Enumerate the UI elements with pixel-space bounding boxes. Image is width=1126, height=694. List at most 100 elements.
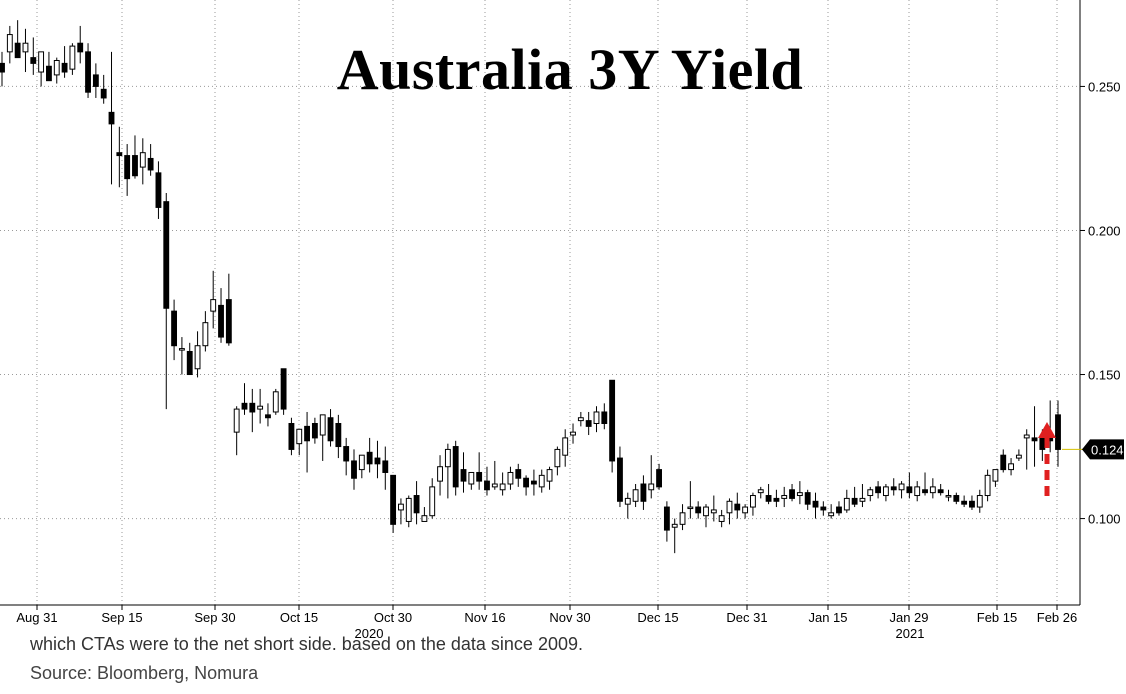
candle-body — [429, 486, 436, 517]
candle-body — [468, 471, 475, 485]
candle-body — [444, 448, 451, 468]
candle-body — [773, 497, 780, 502]
candle-body — [632, 489, 639, 502]
candle-body — [1015, 454, 1022, 459]
candle-body — [789, 489, 795, 499]
candle-body — [875, 486, 882, 494]
candle-body — [452, 446, 459, 488]
candle-body — [437, 466, 443, 482]
candle-body — [656, 469, 662, 488]
candle-body — [961, 500, 968, 505]
candle-body — [796, 492, 803, 497]
x-tick-label: Nov 16 — [464, 610, 505, 625]
candle-body — [46, 65, 52, 82]
candle-body — [992, 469, 999, 482]
candle-body — [914, 486, 921, 497]
candle-body — [742, 506, 749, 514]
candle-body — [178, 348, 185, 351]
y-tick-label: 0.100 — [1088, 512, 1121, 527]
red-up-arrow — [1038, 422, 1056, 496]
candle-body — [100, 88, 107, 99]
candle-body — [530, 480, 537, 485]
candle-body — [703, 506, 709, 517]
candle-body — [969, 500, 975, 508]
candle-body — [882, 486, 889, 497]
candle-body — [898, 483, 905, 491]
candle-body — [859, 497, 866, 502]
candle-body — [0, 62, 5, 73]
candle-body — [781, 495, 788, 499]
candle-body — [398, 503, 404, 511]
candle-body — [288, 423, 295, 450]
source-text: Source: Bloomberg, Nomura — [30, 663, 259, 683]
candle-body — [976, 495, 983, 508]
candle-body — [922, 489, 928, 494]
candle-body — [304, 425, 310, 442]
candle-body — [280, 368, 287, 410]
candle-body — [351, 460, 357, 479]
candle-body — [85, 51, 91, 93]
candle-body — [1000, 454, 1007, 471]
candle-body — [671, 523, 678, 528]
candle-body — [124, 155, 131, 180]
candle-body — [366, 451, 373, 465]
chart-title: Australia 3Y Yield — [336, 37, 804, 102]
candle-body — [546, 469, 553, 482]
candle-body — [750, 495, 756, 508]
candle-body — [22, 42, 29, 53]
candles — [0, 20, 1061, 554]
candle-body — [327, 417, 334, 442]
candle-body — [945, 495, 952, 498]
candle-body — [937, 489, 944, 494]
candle-body — [577, 417, 584, 422]
candle-body — [734, 503, 741, 511]
candle-body — [491, 483, 498, 488]
candle-body — [867, 489, 874, 497]
candle-body — [265, 414, 271, 419]
candle-body — [147, 157, 154, 171]
x-tick-label: Jan 15 — [808, 610, 847, 625]
candle-body — [155, 172, 162, 208]
candle-body — [726, 500, 733, 514]
x-tick-label: Jan 29 — [889, 610, 928, 625]
candle-body — [405, 497, 412, 522]
candle-body — [836, 506, 842, 514]
candle-body — [812, 500, 819, 508]
year-label: 2021 — [896, 626, 925, 641]
candle-body — [358, 454, 365, 471]
candle-body — [523, 477, 530, 488]
candle-body — [139, 152, 146, 168]
x-tick-label: Dec 15 — [637, 610, 678, 625]
candle-body — [695, 506, 702, 514]
candle-body — [820, 506, 827, 511]
candle-body — [1031, 437, 1038, 442]
candle-body — [108, 111, 115, 125]
candle-body — [757, 489, 764, 494]
candle-body — [171, 310, 178, 347]
candle-body — [843, 497, 850, 511]
candle-body — [343, 446, 350, 462]
candle-body — [233, 408, 240, 433]
candle-body — [319, 414, 326, 436]
candle-body — [929, 486, 936, 494]
candle-body — [116, 152, 123, 157]
candle-body — [53, 60, 60, 76]
candle-body — [554, 448, 561, 468]
candle-body — [92, 74, 99, 87]
candle-body — [499, 483, 506, 491]
arrow-head — [1038, 422, 1056, 438]
candle-body — [593, 411, 600, 425]
candle-body — [640, 483, 647, 502]
candle-body — [953, 495, 960, 502]
x-tick-label: Sep 30 — [194, 610, 235, 625]
candle-body — [906, 486, 913, 494]
y-tick-label: 0.200 — [1088, 223, 1121, 238]
candle-body — [390, 474, 397, 525]
candle-body — [460, 469, 467, 482]
candle-body — [538, 474, 545, 488]
x-tick-label: Aug 31 — [16, 610, 57, 625]
candle-body — [1039, 437, 1046, 450]
y-tick-label: 0.250 — [1088, 79, 1121, 94]
x-tick-label: Oct 30 — [374, 610, 412, 625]
